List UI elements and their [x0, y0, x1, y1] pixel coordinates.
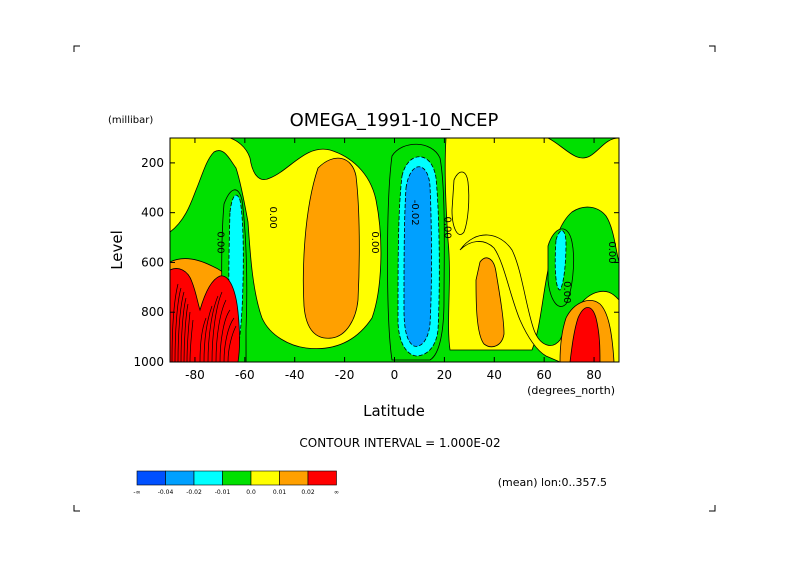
contour-label: 0.00	[369, 231, 380, 253]
y-units: (millibar)	[108, 115, 153, 126]
orange-region-north	[475, 257, 505, 348]
legend-label: -0.04	[158, 489, 174, 496]
y-axis: 200 400 600 800 1000	[133, 156, 619, 369]
legend-swatch	[222, 470, 252, 486]
y-tick-label: 600	[141, 255, 164, 269]
contour-label: 0.00	[214, 231, 225, 253]
blue-region-equator	[403, 166, 432, 347]
legend-swatch	[307, 470, 337, 486]
x-tick-label: -20	[335, 368, 355, 382]
legend-label: -0.02	[186, 489, 202, 496]
y-tick-label: 1000	[133, 355, 164, 369]
yellow-patch-center	[451, 171, 470, 235]
legend-label: 0.01	[273, 489, 287, 496]
legend-swatch	[250, 470, 280, 486]
x-tick-label: 40	[487, 368, 502, 382]
color-legend: -∞ -0.04 -0.02 -0.01 0.0 0.01 0.02 ∞	[133, 470, 339, 496]
mean-annotation: (mean) lon:0..357.5	[498, 476, 607, 489]
y-axis-label: Level	[108, 230, 126, 270]
crop-marks	[73, 45, 716, 512]
x-tick-label: 0	[391, 368, 399, 382]
contour-interval: CONTOUR INTERVAL = 1.000E-02	[299, 436, 500, 450]
cyan-region-70n	[554, 230, 567, 291]
contour-label: -0.02	[409, 200, 420, 226]
legend-swatch	[165, 470, 195, 486]
x-tick-label: 20	[437, 368, 452, 382]
x-tick-label: 80	[586, 368, 601, 382]
legend-label: -0.01	[215, 489, 231, 496]
legend-swatch	[279, 470, 309, 486]
x-axis-label: Latitude	[363, 402, 425, 420]
legend-label: 0.02	[301, 489, 315, 496]
contour-field: 0.00 0.00 0.00 -0.02 0.00 0.00 0.00	[170, 138, 619, 362]
red-region-south	[170, 268, 240, 362]
dense-contours-south	[171, 283, 237, 362]
legend-label: ∞	[334, 489, 339, 496]
y-tick-label: 800	[141, 305, 164, 319]
x-tick-label: -60	[235, 368, 255, 382]
legend-label: -∞	[133, 489, 140, 496]
chart-title: OMEGA_1991-10_NCEP	[290, 110, 499, 131]
contour-label: 0.00	[561, 281, 572, 303]
x-tick-label: 60	[537, 368, 552, 382]
x-tick-label: -40	[285, 368, 305, 382]
orange-region-south	[302, 157, 360, 339]
x-tick-label: -80	[185, 368, 205, 382]
x-units: (degrees_north)	[527, 384, 615, 397]
legend-label: 0.0	[246, 489, 256, 496]
contour-label: 0.00	[441, 216, 452, 238]
legend-swatch	[193, 470, 223, 486]
contour-label: 0.00	[606, 241, 617, 263]
y-tick-label: 400	[141, 206, 164, 220]
y-tick-label: 200	[141, 156, 164, 170]
legend-swatch	[136, 470, 166, 486]
contour-label: 0.00	[267, 207, 278, 229]
red-region-north	[569, 307, 601, 362]
x-axis: -80 -60 -40 -20 0 20 40 60 80	[185, 138, 602, 382]
contour-labels: 0.00 0.00 0.00 -0.02 0.00 0.00 0.00	[214, 200, 617, 304]
